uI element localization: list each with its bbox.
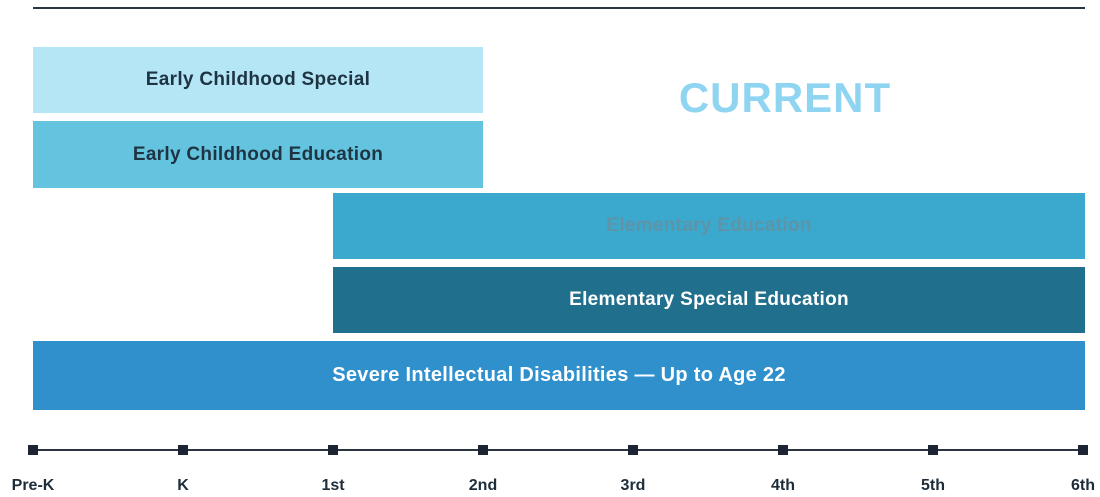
- grade-label: 1st: [321, 477, 345, 494]
- timeline-tick: [628, 445, 638, 455]
- grade-label: K: [177, 477, 189, 494]
- grade-label: 6th: [1071, 477, 1095, 494]
- program-bar: Early Childhood Special: [33, 47, 483, 113]
- top-rule: [33, 7, 1085, 9]
- timeline-tick: [928, 445, 938, 455]
- grade-label: Pre-K: [11, 477, 55, 494]
- timeline-tick: [1078, 445, 1088, 455]
- heading: CURRENT: [678, 74, 892, 121]
- program-bar: Early Childhood Education: [33, 121, 483, 188]
- timeline: [33, 449, 1085, 451]
- timeline-tick: [778, 445, 788, 455]
- timeline-tick: [478, 445, 488, 455]
- program-bar: Elementary Special Education: [333, 267, 1085, 333]
- timeline-tick: [28, 445, 38, 455]
- timeline-tick: [178, 445, 188, 455]
- program-bar: Severe Intellectual Disabilities — Up to…: [33, 341, 1085, 410]
- timeline-tick: [328, 445, 338, 455]
- grade-label: 3rd: [620, 477, 646, 494]
- grade-label: 4th: [771, 477, 795, 494]
- grade-label: 5th: [921, 477, 945, 494]
- program-bar: Elementary Education: [333, 193, 1085, 259]
- grade-label: 2nd: [468, 477, 498, 494]
